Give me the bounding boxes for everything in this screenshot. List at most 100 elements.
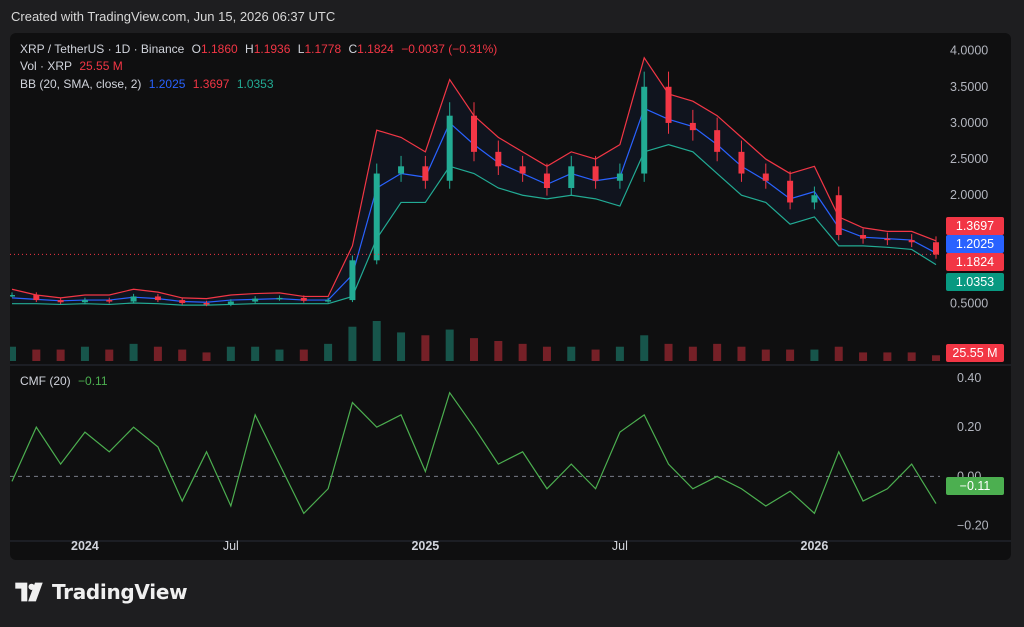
bb-legend: BB (20, SMA, close, 2) 1.2025 1.3697 1.0… bbox=[20, 77, 278, 91]
volume-bar bbox=[786, 349, 795, 361]
volume-bar bbox=[567, 346, 576, 361]
volume-bar bbox=[397, 332, 406, 361]
candle-body bbox=[10, 295, 15, 297]
volume-bar bbox=[324, 343, 333, 361]
volume-bar bbox=[688, 346, 697, 361]
volume-bar bbox=[761, 349, 770, 361]
bb-basis-value: 1.2025 bbox=[148, 77, 186, 91]
candle-body bbox=[665, 86, 672, 123]
volume-bar bbox=[226, 346, 235, 361]
candle-body bbox=[689, 122, 696, 131]
cmf-axis-tick: 0.40 bbox=[957, 371, 981, 385]
bb-upper-value: 1.3697 bbox=[192, 77, 230, 91]
candle-body bbox=[349, 260, 356, 301]
price-axis-tick: 0.5000 bbox=[950, 297, 988, 311]
x-axis-tick: 2025 bbox=[411, 539, 439, 553]
volume-bar bbox=[494, 341, 503, 361]
price-axis-tick: 2.0000 bbox=[950, 188, 988, 202]
candle-body bbox=[106, 300, 113, 302]
volume-bar bbox=[421, 335, 430, 361]
volume-bar bbox=[859, 352, 868, 361]
candle-body bbox=[519, 166, 526, 174]
bb-lower-value: 1.0353 bbox=[236, 77, 274, 91]
tradingview-logo-icon bbox=[15, 582, 43, 602]
cmf-axis-tick: 0.20 bbox=[957, 420, 981, 434]
x-axis-tick: 2024 bbox=[71, 539, 99, 553]
candle-body bbox=[154, 296, 161, 301]
bb-basis-tag: 1.2025 bbox=[946, 235, 1004, 253]
close-value: 1.1824 bbox=[357, 42, 394, 56]
candle-body bbox=[276, 297, 283, 300]
volume-bar bbox=[664, 343, 673, 361]
volume-bar bbox=[640, 335, 649, 361]
candle-body bbox=[471, 115, 477, 152]
candle-body bbox=[738, 151, 745, 174]
candle-body bbox=[835, 195, 842, 235]
candle-body bbox=[641, 86, 648, 174]
volume-bar bbox=[372, 321, 381, 361]
cmf-label: CMF (20) bbox=[20, 374, 71, 388]
open-label: O bbox=[191, 42, 201, 56]
candle-body bbox=[860, 235, 867, 239]
high-value: 1.1936 bbox=[253, 42, 291, 56]
chart-panel[interactable]: 4.0000 3.5000 3.0000 2.5000 2.0000 0.5000 0.40… bbox=[10, 33, 1011, 560]
change-value: −0.0037 (−0.31%) bbox=[401, 42, 498, 56]
volume-legend: Vol · XRP 25.55 M bbox=[20, 59, 127, 73]
volume-bar bbox=[129, 343, 138, 361]
volume-bar bbox=[445, 329, 454, 361]
symbol-name: XRP / TetherUS · 1D · Binance bbox=[20, 42, 185, 56]
volume-label: Vol · XRP bbox=[20, 59, 73, 73]
bb-fill bbox=[12, 57, 936, 306]
chart-canvas[interactable]: 4.0000 3.5000 3.0000 2.5000 2.0000 0.5000 0.40… bbox=[10, 33, 1011, 560]
candle-body bbox=[714, 130, 721, 152]
candle-body bbox=[592, 166, 599, 181]
tradingview-logo[interactable]: TradingView bbox=[12, 580, 188, 604]
low-value: 1.1778 bbox=[304, 42, 342, 56]
volume-bar bbox=[251, 346, 260, 361]
volume-bar bbox=[615, 346, 624, 361]
volume-bar bbox=[105, 349, 114, 361]
low-label: L bbox=[297, 42, 305, 56]
created-with-label: Created with TradingView.com, Jun 15, 20… bbox=[11, 9, 336, 24]
candle-body bbox=[57, 300, 64, 303]
candle-body bbox=[543, 173, 550, 188]
volume-bar bbox=[178, 349, 187, 361]
cmf-value: −0.11 bbox=[78, 374, 108, 388]
volume-bar bbox=[518, 343, 527, 361]
cmf-tag: −0.11 bbox=[946, 477, 1004, 495]
candle-body bbox=[203, 302, 210, 305]
volume-bar bbox=[32, 349, 41, 361]
volume-bar bbox=[348, 326, 357, 361]
candle-body bbox=[422, 166, 429, 181]
candle-body bbox=[179, 300, 186, 303]
bb-lower-tag: 1.0353 bbox=[946, 273, 1004, 291]
price-axis-tick: 3.5000 bbox=[950, 80, 988, 94]
candle-body bbox=[227, 301, 234, 305]
volume-bar bbox=[932, 355, 940, 361]
volume-bar bbox=[810, 349, 819, 361]
cmf-line bbox=[11, 391, 937, 515]
price-axis-tick: 3.0000 bbox=[950, 116, 988, 130]
price-axis-tick: 4.0000 bbox=[950, 44, 988, 58]
volume-bar bbox=[883, 352, 892, 361]
volume-bar bbox=[56, 349, 65, 361]
candle-body bbox=[908, 240, 915, 243]
close-label: C bbox=[348, 42, 358, 56]
volume-bar bbox=[713, 343, 722, 361]
open-value: 1.1860 bbox=[200, 42, 238, 56]
volume-bar bbox=[275, 349, 284, 361]
bb-label: BB (20, SMA, close, 2) bbox=[20, 77, 142, 91]
candle-body bbox=[933, 242, 939, 255]
candle-body bbox=[495, 151, 502, 167]
high-label: H bbox=[245, 42, 254, 56]
candle-body bbox=[300, 297, 307, 301]
x-axis-tick: Jul bbox=[223, 539, 239, 553]
candle-body bbox=[33, 295, 40, 301]
volume-bar bbox=[470, 338, 478, 361]
x-axis-tick: 2026 bbox=[801, 539, 829, 553]
cmf-legend: CMF (20) −0.11 bbox=[20, 374, 112, 388]
candle-body bbox=[252, 298, 259, 302]
volume-bar bbox=[80, 346, 89, 361]
symbol-legend: XRP / TetherUS · 1D · Binance O1.1860 H1… bbox=[20, 42, 501, 56]
volume-bar bbox=[299, 349, 308, 361]
